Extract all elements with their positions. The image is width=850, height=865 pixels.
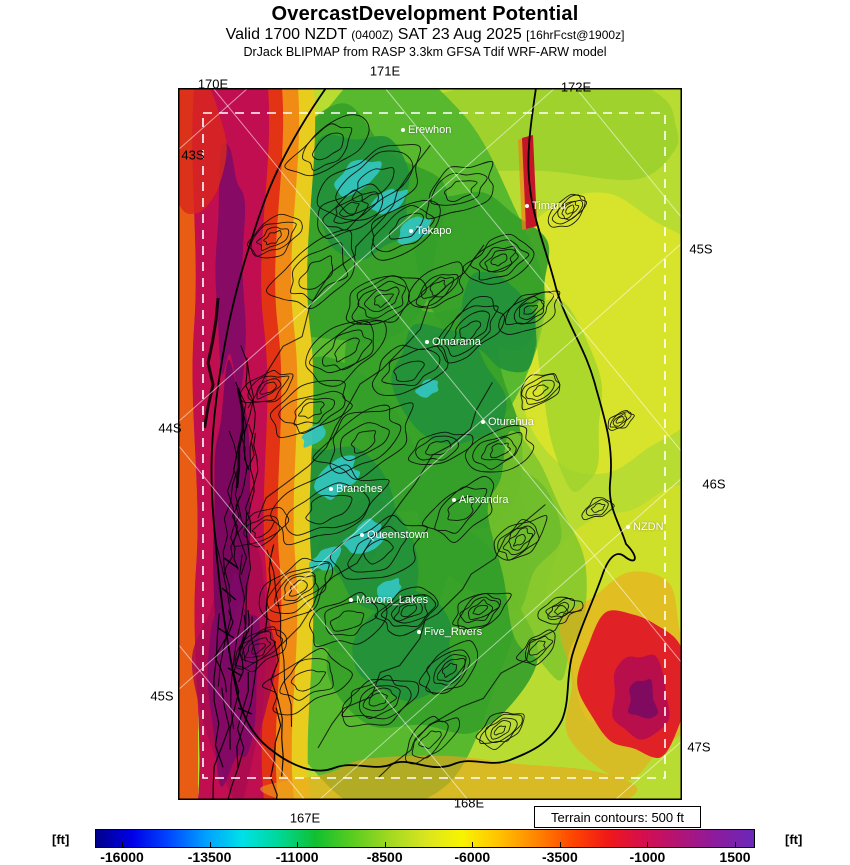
colorbar-tick-label: -3500 — [541, 849, 578, 865]
colorbar-tick-label: -16000 — [100, 849, 144, 865]
header: OvercastDevelopment Potential Valid 1700… — [0, 3, 850, 59]
colorbar-unit-right: [ft] — [785, 832, 803, 847]
colorbar-tick-label: -1000 — [629, 849, 666, 865]
valid-zulu: (0400Z) — [351, 28, 394, 42]
colorbar-tick-mark — [209, 842, 211, 847]
colorbar-tick-mark — [384, 842, 386, 847]
terrain-contours-text: Terrain contours: 500 ft — [551, 809, 684, 825]
colorbar-tick-mark — [647, 842, 649, 847]
grid-label-45s: 45S — [150, 688, 174, 704]
grid-label-47s: 47S — [687, 739, 711, 755]
terrain-contours-note: Terrain contours: 500 ft — [534, 806, 701, 828]
grid-label-171e: 171E — [369, 63, 401, 79]
colorbar-tick-label: -6000 — [454, 849, 491, 865]
colorbar-tick-mark — [472, 842, 474, 847]
grid-label-46s: 46S — [702, 476, 726, 492]
model-line: DrJack BLIPMAP from RASP 3.3km GFSA Tdif… — [243, 45, 607, 59]
colorbar-tick-label: -8500 — [366, 849, 403, 865]
valid-date: SAT 23 Aug 2025 — [397, 26, 522, 43]
grid-label-167e: 167E — [289, 810, 321, 826]
grid-label-45s: 45S — [689, 241, 713, 257]
colorbar-tick-mark — [122, 842, 123, 847]
page-title: OvercastDevelopment Potential — [271, 3, 579, 25]
map-canvas — [178, 88, 682, 800]
colorbar-tick-label: -13500 — [187, 849, 232, 865]
colorbar-tick-mark — [734, 842, 736, 847]
colorbar-tick-mark — [297, 842, 299, 847]
colorbar-tick-label: 1500 — [719, 849, 751, 865]
valid-time: Valid 1700 NZDT — [225, 26, 347, 43]
colorbar-tick-label: -11000 — [275, 849, 319, 865]
colorbar-unit-left: [ft] — [52, 832, 70, 847]
fcst-tag: [16hrFcst@1900z] — [526, 28, 625, 42]
colorbar-tick-mark — [559, 842, 561, 847]
valid-line: Valid 1700 NZDT (0400Z) SAT 23 Aug 2025 … — [0, 26, 850, 44]
colorbar — [95, 829, 755, 848]
map-plot — [178, 88, 682, 800]
